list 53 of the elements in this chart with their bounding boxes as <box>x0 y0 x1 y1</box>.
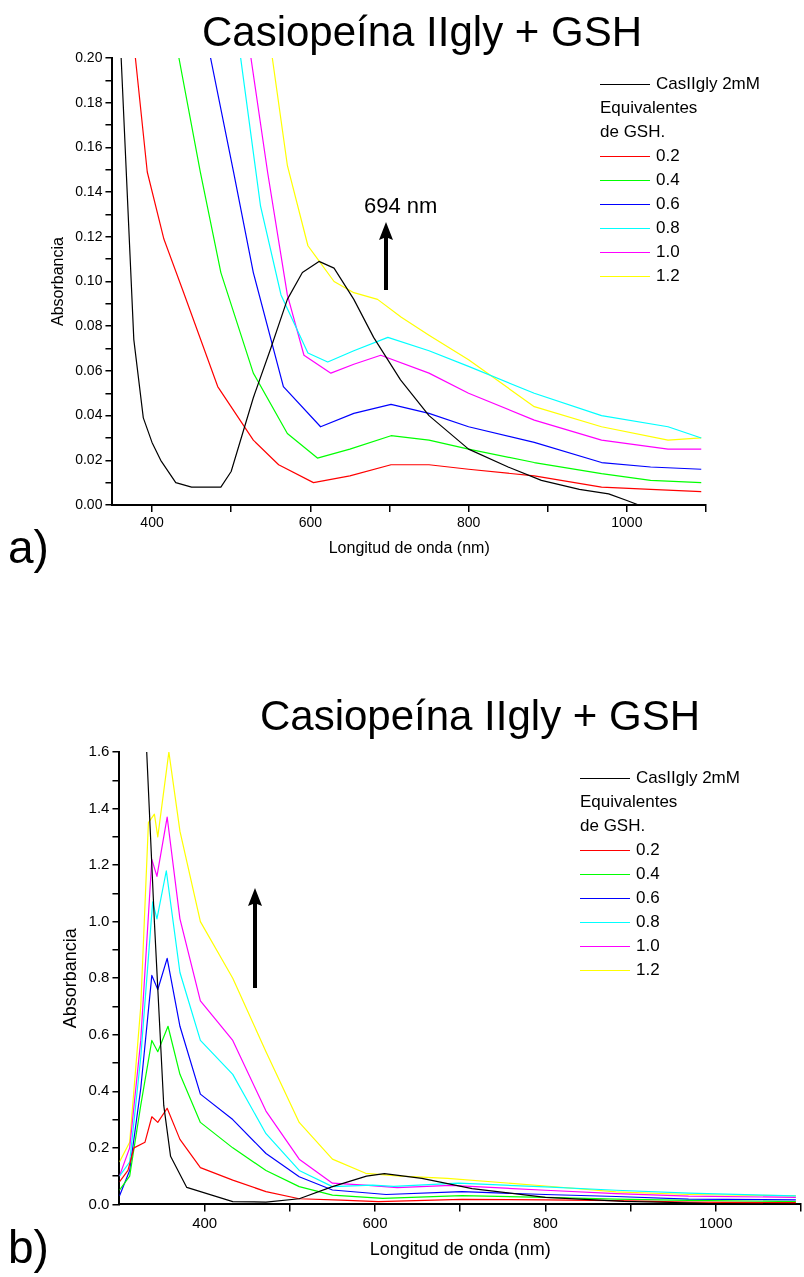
y-tick-label: 0.06 <box>75 361 103 378</box>
y-tick-label: 0.6 <box>88 1024 110 1042</box>
annotation: 694 nm <box>364 193 438 219</box>
y-tick-label: 0.16 <box>75 138 103 155</box>
x-tick-label: 600 <box>298 514 323 531</box>
legend-label: 0.6 <box>636 887 660 909</box>
x-tick-label: 400 <box>192 1213 218 1231</box>
x-tick-label: 800 <box>456 514 481 531</box>
y-tick-label: 0.14 <box>75 182 103 199</box>
text: b) <box>8 1220 49 1274</box>
legend-title: Equivalentes de GSH. <box>580 791 679 837</box>
legend-label: 0.8 <box>656 217 680 239</box>
legend-label: 1.2 <box>656 265 680 287</box>
y-tick-label: 0.0 <box>88 1194 110 1212</box>
y-tick-label: 0.10 <box>75 272 103 289</box>
x-tick-label: 1000 <box>611 514 643 531</box>
legend-label: 0.2 <box>636 839 660 861</box>
chart-title: Casiopeína IIgly + GSH <box>259 692 701 740</box>
y-tick-label: 1.0 <box>88 911 110 929</box>
y-tick-label: 1.6 <box>88 742 110 760</box>
x-tick-label: 1000 <box>699 1213 733 1231</box>
x-tick-label: 800 <box>532 1213 558 1231</box>
legend-label: 1.0 <box>656 241 680 263</box>
y-tick-label: 1.2 <box>88 855 110 873</box>
y-tick-label: 0.8 <box>88 968 110 986</box>
text: a) <box>8 520 49 574</box>
legend-label: 0.6 <box>656 193 680 215</box>
y-tick-label: 0.20 <box>75 48 103 65</box>
x-tick-label: 600 <box>362 1213 388 1231</box>
y-tick-label: 0.00 <box>75 495 103 512</box>
legend-label: CasIIgly 2mM <box>636 767 740 789</box>
legend-label: 0.4 <box>656 169 680 191</box>
x-axis-title: Longitud de onda (nm) <box>328 538 490 556</box>
y-tick-label: 0.4 <box>88 1081 110 1099</box>
y-tick-label: 1.4 <box>88 798 110 816</box>
y-axis-title: Absorbancia <box>59 927 80 1029</box>
legend-label: CasIIgly 2mM <box>656 73 760 95</box>
y-tick-label: 0.2 <box>88 1137 110 1155</box>
legend-label: 0.8 <box>636 911 660 933</box>
legend-label: 0.2 <box>656 145 680 167</box>
legend-label: 1.2 <box>636 959 660 981</box>
y-tick-label: 0.18 <box>75 93 103 110</box>
chart-title: Casiopeína IIgly + GSH <box>201 8 643 56</box>
y-tick-label: 0.12 <box>75 227 103 244</box>
legend-title: Equivalentes de GSH. <box>600 97 699 143</box>
y-tick-label: 0.08 <box>75 317 103 334</box>
y-axis-title: Absorbancia <box>49 236 67 326</box>
y-tick-label: 0.02 <box>75 451 103 468</box>
y-tick-label: 0.04 <box>75 406 103 423</box>
x-axis-title: Longitud de onda (nm) <box>369 1239 551 1260</box>
legend-label: 1.0 <box>636 935 660 957</box>
legend-label: 0.4 <box>636 863 660 885</box>
x-tick-label: 400 <box>140 514 164 531</box>
